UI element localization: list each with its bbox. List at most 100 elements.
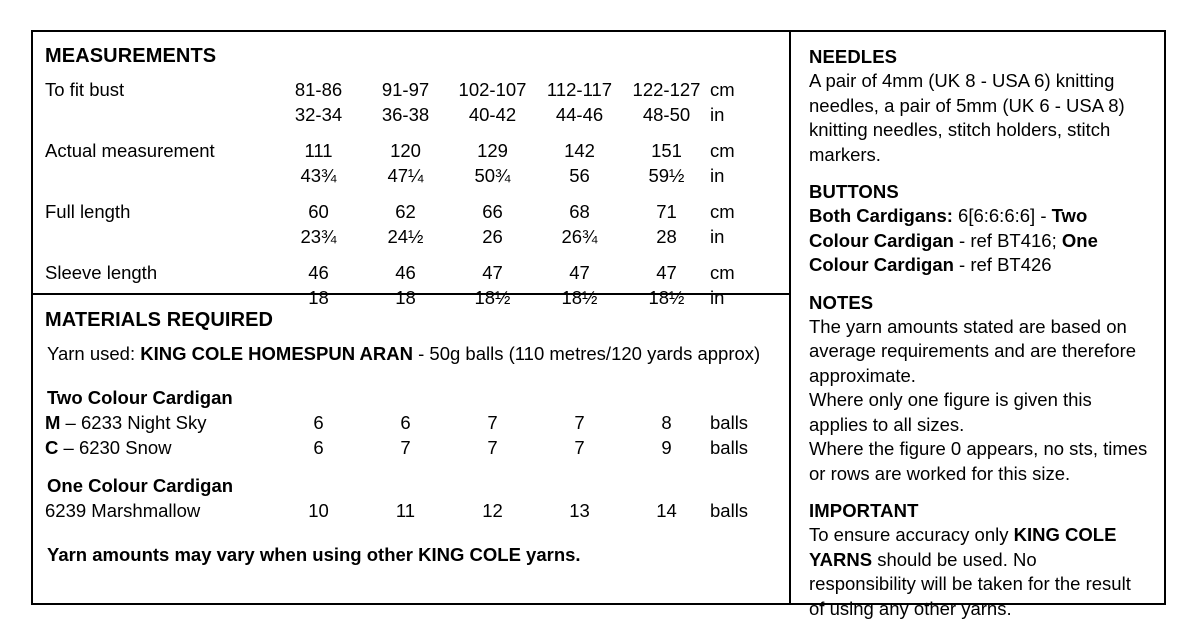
materials-section: MATERIALS REQUIRED Yarn used: KING COLE … xyxy=(33,295,789,603)
buttons-title: BUTTONS xyxy=(809,181,899,202)
cell-in: 32-34 xyxy=(294,104,343,125)
ball-count: 6 xyxy=(313,437,324,458)
needles-body: A pair of 4mm (UK 8 - USA 6) knitting ne… xyxy=(809,70,1125,165)
footnote-suffix: yarns. xyxy=(520,544,581,565)
cell-in: 40-42 xyxy=(468,104,517,125)
cell-cm: 71 xyxy=(656,201,677,222)
unit-in: in xyxy=(710,287,725,308)
one-colour-cardigan-label: One Colour Cardigan xyxy=(809,229,1098,276)
row-spacer xyxy=(45,127,790,138)
cell-in: 26¾ xyxy=(561,226,598,247)
cell-cm: 62 xyxy=(395,201,416,222)
cell-cm: 47 xyxy=(569,262,590,283)
cell-in: 59½ xyxy=(648,165,685,186)
measurements-section: MEASUREMENTS To fit bust 81-86 91-97 102… xyxy=(33,32,789,308)
needles-title: NEEDLES xyxy=(809,46,898,67)
cell-cm: 47 xyxy=(482,262,503,283)
cell-in: 18 xyxy=(308,287,329,308)
footnote-brand: KING COLE xyxy=(418,544,521,565)
yarn-label: M – 6233 Night Sky xyxy=(45,410,275,435)
ball-unit: balls xyxy=(710,437,749,458)
table-row: 6239 Marshmallow 10 11 12 13 14 balls xyxy=(45,498,790,523)
cell-cm: 68 xyxy=(569,201,590,222)
ball-count: 13 xyxy=(569,500,590,521)
cell-cm: 129 xyxy=(477,140,508,161)
cell-cm: 47 xyxy=(656,262,677,283)
cell-cm: 60 xyxy=(308,201,329,222)
cell-cm: 66 xyxy=(482,201,503,222)
buttons-body: Both Cardigans: 6[6:6:6:6] - Two Colour … xyxy=(809,204,1148,278)
unit-in: in xyxy=(710,104,725,125)
yarn-name: 6239 Marshmallow xyxy=(45,500,201,521)
left-column: MEASUREMENTS To fit bust 81-86 91-97 102… xyxy=(33,32,791,603)
table-row: 23¾ 24½ 26 26¾ 28 in xyxy=(45,224,790,249)
unit-cm: cm xyxy=(710,140,735,161)
yarn-code: C xyxy=(45,437,59,458)
cell-cm: 151 xyxy=(651,140,682,161)
row-label: Sleeve length xyxy=(45,262,158,283)
cell-cm: 112-117 xyxy=(546,79,613,100)
ball-unit: balls xyxy=(710,500,749,521)
row-label: To fit bust xyxy=(45,79,125,100)
two-colour-cardigan-ref: - ref BT416; xyxy=(953,229,1062,251)
table-row: C – 6230 Snow 6 7 7 7 9 balls xyxy=(45,435,790,460)
cell-cm: 91-97 xyxy=(381,79,430,100)
cell-in: 28 xyxy=(656,226,677,247)
notes-paragraph: Where the figure 0 appears, no sts, time… xyxy=(809,438,1148,484)
cell-cm: 142 xyxy=(564,140,595,161)
ball-count: 10 xyxy=(308,500,329,521)
right-column: NEEDLES A pair of 4mm (UK 8 - USA 6) kni… xyxy=(791,32,1164,619)
ball-count: 14 xyxy=(656,500,677,521)
table-row: 32-34 36-38 40-42 44-46 48-50 in xyxy=(45,102,790,127)
ball-count: 11 xyxy=(395,500,416,521)
table-row: Sleeve length 46 46 47 47 47 cm xyxy=(45,260,790,285)
cell-cm: 120 xyxy=(390,140,421,161)
cell-in: 18½ xyxy=(561,287,598,308)
notes-title: NOTES xyxy=(809,291,874,313)
ball-count: 6 xyxy=(313,412,324,433)
both-cardigans-count: 6[6:6:6:6] - xyxy=(952,205,1052,226)
ball-unit: balls xyxy=(710,412,749,433)
cell-in: 23¾ xyxy=(300,226,337,247)
table-row: To fit bust 81-86 91-97 102-107 112-117 … xyxy=(45,77,790,102)
ball-count: 7 xyxy=(400,437,411,458)
ball-count: 12 xyxy=(482,500,503,521)
row-spacer xyxy=(45,249,790,260)
cell-in: 44-46 xyxy=(555,104,604,125)
yarn-code: M xyxy=(45,412,61,433)
cell-in: 18½ xyxy=(648,287,685,308)
notes-section: NOTES The yarn amounts stated are based … xyxy=(809,291,1148,487)
both-cardigans-label: Both Cardigans: xyxy=(809,205,953,226)
ball-count: 6 xyxy=(400,412,411,433)
table-row: Actual measurement 111 120 129 142 151 c… xyxy=(45,138,790,163)
ball-count: 7 xyxy=(487,412,498,433)
unit-in: in xyxy=(710,165,725,186)
cell-cm: 122-127 xyxy=(632,79,701,100)
cell-in: 36-38 xyxy=(381,104,430,125)
one-colour-cardigan-ref: - ref BT426 xyxy=(953,254,1052,275)
unit-cm: cm xyxy=(710,201,735,222)
important-brand: KING COLE YARNS xyxy=(809,524,1117,570)
yarn-label: C – 6230 Snow xyxy=(45,435,275,460)
two-colour-ball-table: M – 6233 Night Sky 6 6 7 7 8 balls C – 6… xyxy=(45,410,790,460)
notes-paragraph: The yarn amounts stated are based on ave… xyxy=(809,315,1137,386)
cell-cm: 111 xyxy=(304,140,333,161)
cell-cm: 81-86 xyxy=(294,79,343,100)
unit-in: in xyxy=(710,226,725,247)
table-row: 43¾ 47¼ 50¾ 56 59½ in xyxy=(45,163,790,188)
table-row: 18 18 18½ 18½ 18½ in xyxy=(45,285,790,310)
footnote-prefix: Yarn amounts may vary when using other xyxy=(47,544,419,565)
table-row: M – 6233 Night Sky 6 6 7 7 8 balls xyxy=(45,410,790,435)
important-body: To ensure accuracy only KING COLE YARNS … xyxy=(809,523,1148,621)
important-suffix: should be used. No responsibility will b… xyxy=(809,548,1131,619)
yarn-brand: KING COLE HOMESPUN ARAN xyxy=(140,343,413,364)
ball-count: 7 xyxy=(574,412,585,433)
measurements-table: To fit bust 81-86 91-97 102-107 112-117 … xyxy=(45,77,790,310)
pattern-info-panel: MEASUREMENTS To fit bust 81-86 91-97 102… xyxy=(31,30,1166,619)
cell-in: 50¾ xyxy=(474,165,511,186)
cell-in: 47¼ xyxy=(387,165,424,186)
ball-count: 7 xyxy=(574,437,585,458)
cell-in: 24½ xyxy=(387,226,424,247)
materials-title: MATERIALS REQUIRED xyxy=(45,309,274,331)
cell-in: 48-50 xyxy=(642,104,691,125)
